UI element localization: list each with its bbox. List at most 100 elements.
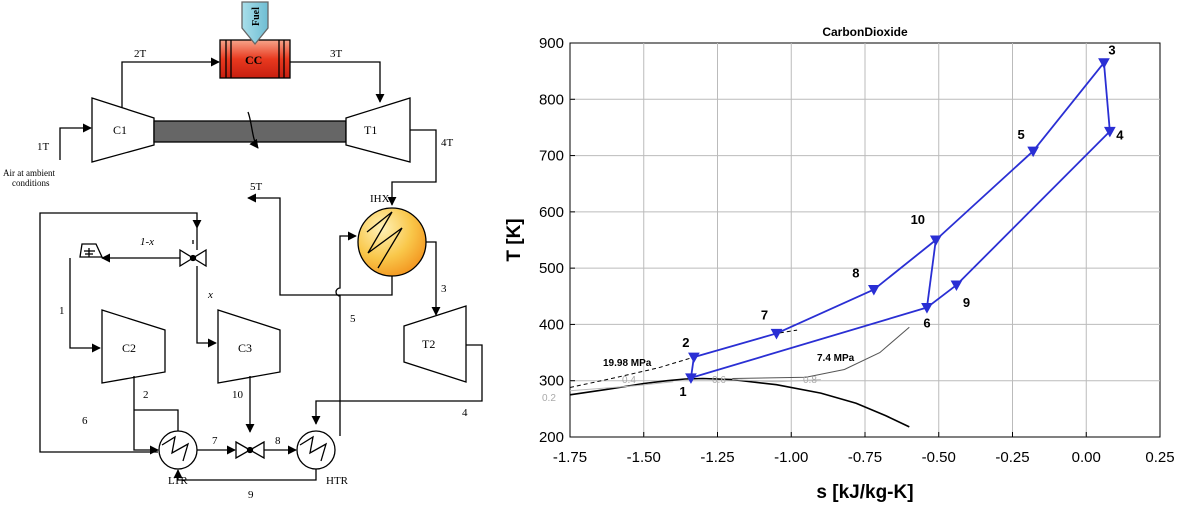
label-s6: 6: [82, 415, 88, 427]
state-label: 3: [1108, 43, 1115, 58]
compressor-c2: [101, 309, 166, 384]
state-label: 7: [761, 307, 768, 322]
x-tick-label: -1.25: [700, 449, 734, 466]
ts-chart: -1.75 -1.50 -1.25 -1.00 -0.75 -0.50 -0.25 0.00 0…: [504, 25, 1175, 503]
cycle-segment: [1032, 62, 1105, 152]
turbine-t1: [345, 97, 411, 163]
quality-line: [569, 381, 674, 392]
cycle-segment: [1103, 62, 1111, 132]
state-marker: [1098, 58, 1110, 69]
y-tick-label: 200: [539, 429, 564, 446]
compressor-c1: [91, 97, 155, 163]
label-t2: T2: [422, 337, 435, 351]
state-marker: [929, 235, 942, 247]
quality-label-0-8: 0.8: [803, 375, 817, 386]
state-label: 4: [1116, 127, 1124, 142]
line-3: [426, 241, 441, 316]
x-tick-label: -1.50: [627, 449, 661, 466]
x-tick-label: -0.75: [848, 449, 882, 466]
cycle-segment: [935, 150, 1034, 241]
isobar-low: [732, 326, 910, 379]
shaft: [153, 120, 347, 143]
heat-exchanger-ltr: [158, 430, 198, 470]
line-2t: [121, 57, 220, 108]
y-tick-label: 700: [539, 148, 564, 165]
quality-line: [732, 379, 821, 383]
state-marker: [1104, 126, 1116, 138]
state-label: 6: [923, 316, 930, 331]
line-3t: [290, 61, 385, 103]
label-s9: 9: [248, 489, 254, 501]
saturation-curve: [569, 377, 910, 428]
line-4: [311, 344, 483, 425]
state-marker: [921, 303, 933, 314]
label-1t: 1T: [37, 141, 50, 153]
line-ltr-up: [134, 409, 179, 431]
label-s1: 1: [59, 305, 65, 317]
x-tick-labels: -1.75 -1.50 -1.25 -1.00 -0.75 -0.50 -0.25 0.00 0…: [553, 449, 1175, 466]
cycle-path: [690, 62, 1111, 379]
label-fuel: Fuel: [251, 7, 262, 26]
label-s7: 7: [212, 435, 218, 447]
label-ambient-1: Air at ambient: [3, 168, 55, 178]
label-t1: T1: [364, 123, 377, 137]
state-markers: [685, 58, 1116, 384]
saturation-dome: [569, 377, 910, 428]
compressor-c3: [217, 309, 281, 384]
cycle-segment: [873, 239, 937, 291]
x-tick-label: 0.25: [1145, 449, 1174, 466]
x-tick-label: 0.00: [1072, 449, 1101, 466]
y-tick-label: 800: [539, 91, 564, 108]
label-cc: CC: [245, 53, 262, 67]
label-c1: C1: [113, 123, 127, 137]
x-tick-label: -0.50: [922, 449, 956, 466]
label-2t: 2T: [134, 48, 147, 60]
label-one-minus-x: 1-x: [140, 236, 154, 248]
cycle-schematic: [39, 1, 483, 481]
combustion-chamber: [219, 39, 291, 79]
line-x: [196, 266, 217, 348]
state-marker: [868, 285, 880, 296]
label-ambient-2: conditions: [12, 178, 50, 188]
precooler: [79, 243, 104, 258]
grid: [569, 42, 1161, 438]
label-ltr: LTR: [168, 475, 188, 487]
line-5t: [247, 193, 393, 296]
label-ihx: IHX: [370, 193, 390, 205]
label-s3: 3: [441, 283, 447, 295]
chart-title: CarbonDioxide: [822, 25, 908, 39]
label-3t: 3T: [330, 48, 343, 60]
line-1t: [59, 123, 92, 160]
mixer-valve: [235, 440, 265, 460]
splitter-valve: [179, 240, 207, 268]
line-9: [173, 469, 317, 481]
line-2: [133, 376, 159, 455]
state-marker: [770, 328, 783, 340]
quality-label-0-2: 0.2: [542, 393, 556, 404]
heat-exchanger-htr: [296, 430, 336, 470]
label-c3: C3: [238, 341, 252, 355]
isobar-label-high: 19.98 MPa: [603, 358, 652, 369]
quality-label-0-6: 0.6: [712, 375, 726, 386]
label-s2: 2: [143, 389, 149, 401]
state-label: 1: [679, 384, 686, 399]
line-5: [335, 231, 357, 436]
state-label: 5: [1018, 127, 1025, 142]
rotation-arrow: [247, 111, 259, 149]
line-4t: [387, 129, 437, 206]
label-htr: HTR: [326, 475, 349, 487]
schematic-labels: 2T 3T 1T 4T 5T Fuel CC C1 T1 IHX Air at …: [3, 7, 468, 501]
heat-exchanger-ihx: [357, 207, 427, 277]
state-label: 9: [963, 295, 970, 310]
state-marker: [685, 373, 697, 384]
cycle-segment: [693, 332, 777, 358]
fuel-injector: [241, 1, 269, 46]
quality-label-0-4: 0.4: [622, 375, 636, 386]
state-label: 10: [911, 212, 925, 227]
y-tick-label: 400: [539, 316, 564, 333]
state-marker: [950, 280, 963, 292]
label-x: x: [207, 289, 213, 301]
label-s5: 5: [350, 313, 356, 325]
isobar-label-low: 7.4 MPa: [817, 353, 855, 364]
label-4t: 4T: [441, 137, 454, 149]
